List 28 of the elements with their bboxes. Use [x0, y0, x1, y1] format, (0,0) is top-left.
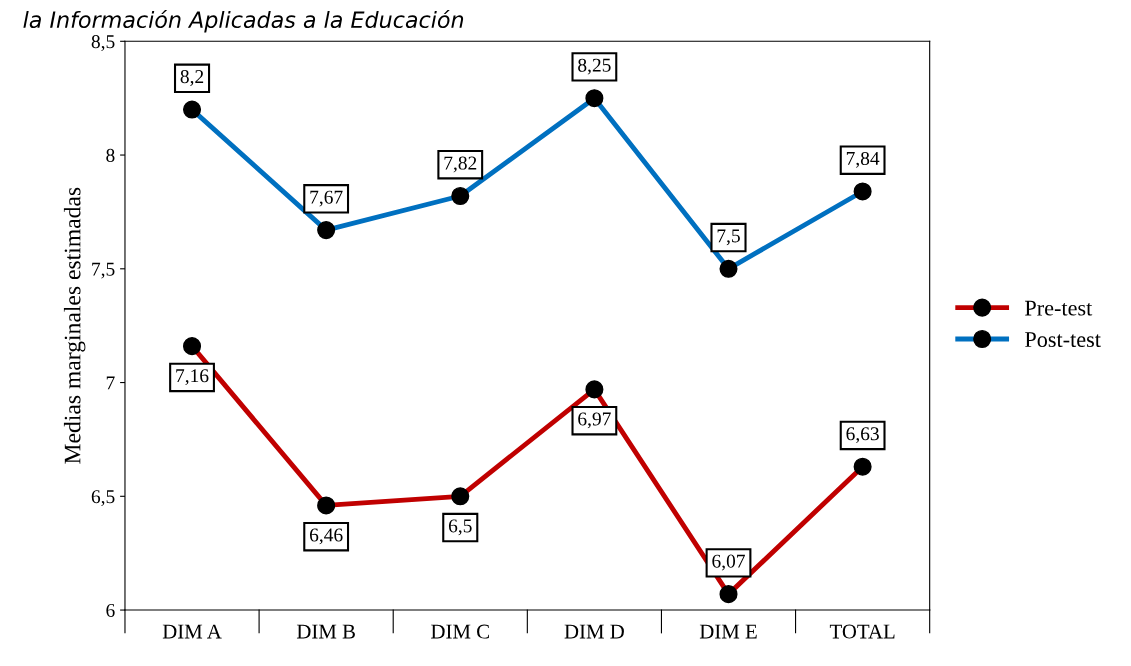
chart-title: la Información Aplicadas a la Educación	[23, 9, 464, 33]
y-tick-label: 6	[106, 603, 115, 617]
data-label: 7,67	[310, 190, 343, 207]
data-label: 6,46	[309, 528, 343, 545]
data-label: 7,16	[176, 369, 209, 386]
y-tick-label: 6,5	[91, 490, 115, 507]
data-label: 6,63	[846, 427, 879, 444]
legend-label: Post-test	[1025, 332, 1101, 347]
y-tick-label: 7	[106, 376, 115, 390]
legend-label: Pre-test	[1025, 300, 1093, 316]
data-label: 7,82	[444, 156, 477, 173]
data-label: 7,84	[846, 151, 880, 168]
data-label: 8,25	[578, 58, 611, 75]
data-label: 8,2	[180, 70, 204, 86]
y-tick-label: 8,5	[91, 35, 115, 52]
x-tick-label: DIM B	[296, 624, 355, 639]
y-axis-title: Medias marginales estimadas	[63, 187, 86, 464]
data-label: 6,5	[448, 519, 472, 536]
y-tick-label: 7,5	[92, 262, 115, 279]
data-label: 7,5	[717, 229, 740, 246]
data-label: 6,97	[578, 412, 611, 429]
x-tick-label: DIM D	[564, 624, 624, 639]
x-tick-label: DIM C	[431, 624, 489, 639]
x-tick-label: TOTAL	[829, 624, 895, 639]
data-label: 6,07	[712, 554, 745, 571]
x-tick-label: DIM E	[699, 624, 757, 639]
x-tick-label: DIM A	[162, 624, 222, 639]
y-tick-label: 8	[106, 148, 115, 162]
